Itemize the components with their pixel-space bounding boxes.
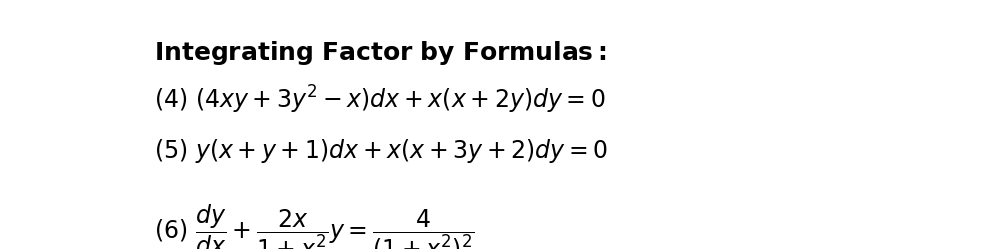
Text: $\bf{Integrating\ Factor\ by\ Formulas:}$: $\bf{Integrating\ Factor\ by\ Formulas:}… [154,40,606,67]
Text: $(4)\ (4xy + 3y^2 - x)dx + x(x + 2y)dy = 0$: $(4)\ (4xy + 3y^2 - x)dx + x(x + 2y)dy =… [154,84,605,116]
Text: $(6)\ \dfrac{dy}{dx} + \dfrac{2x}{1+x^2}y = \dfrac{4}{(1+x^2)^2}$: $(6)\ \dfrac{dy}{dx} + \dfrac{2x}{1+x^2}… [154,202,474,249]
Text: $(5)\ y(x + y + 1)dx + x(x + 3y + 2)dy = 0$: $(5)\ y(x + y + 1)dx + x(x + 3y + 2)dy =… [154,137,608,165]
